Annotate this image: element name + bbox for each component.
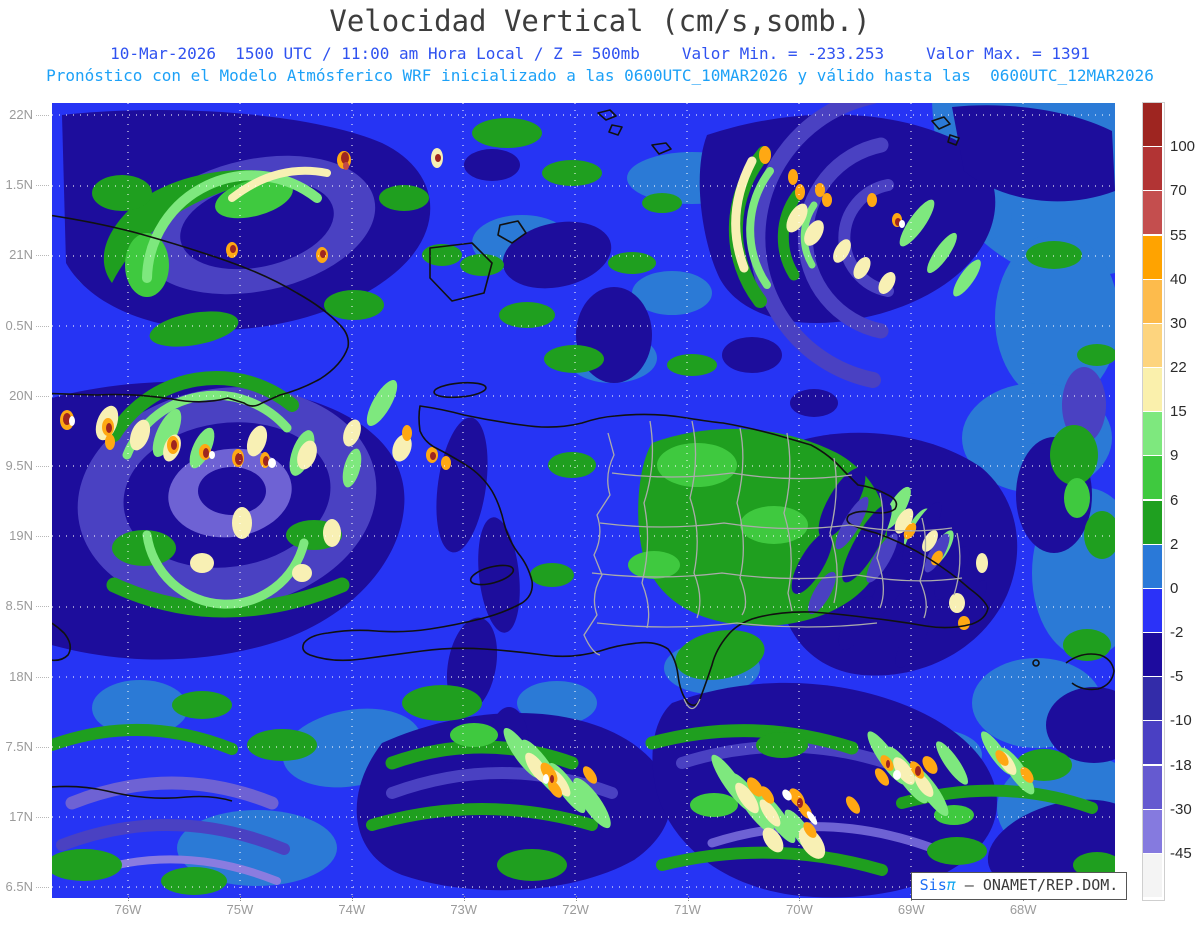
page-title: Velocidad Vertical (cm/s,somb.) — [329, 4, 871, 38]
colorbar-label: 30 — [1170, 314, 1187, 332]
colorbar-label: -10 — [1170, 712, 1192, 730]
validity-line: 10-Mar-2026 1500 UTC / 11:00 am Hora Loc… — [0, 44, 1200, 63]
colorbar-label: -5 — [1170, 668, 1184, 686]
colorbar-segment — [1143, 500, 1162, 544]
contour-map — [52, 103, 1115, 898]
watermark: Sisπ – ONAMET/REP.DOM. — [911, 872, 1127, 900]
lon-label: 69W — [897, 902, 925, 917]
pi-logo: π — [946, 876, 956, 894]
lat-tick — [36, 746, 49, 748]
lat-tick — [36, 185, 49, 187]
lat-label: 22N — [9, 107, 33, 122]
colorbar-segment — [1143, 456, 1162, 500]
lon-label: 70W — [786, 902, 813, 917]
coastlines — [52, 109, 1115, 802]
lon-label: 76W — [114, 902, 142, 917]
lat-label: 17N — [9, 809, 33, 824]
lon-label: 75W — [226, 902, 254, 917]
colorbar-segment — [1143, 147, 1162, 191]
lat-tick — [36, 325, 49, 327]
lat-tick — [36, 887, 49, 889]
province-borders — [583, 420, 963, 710]
lon-tick — [687, 896, 689, 901]
colorbar-label: 0 — [1170, 579, 1179, 597]
colorbar-segment — [1143, 588, 1162, 632]
lat-tick — [36, 817, 49, 818]
lon-tick — [351, 896, 353, 901]
contour-field-extreme-white — [69, 220, 905, 825]
colorbar-label: 55 — [1170, 226, 1187, 244]
colorbar-label: -2 — [1170, 624, 1184, 641]
lat-tick — [36, 466, 49, 467]
colorbar-segment — [1143, 633, 1162, 677]
colorbar-segment — [1143, 103, 1162, 147]
colorbar-segment — [1143, 191, 1162, 235]
colorbar-label: 9 — [1170, 447, 1179, 465]
watermark-org: – ONAMET/REP.DOM. — [955, 876, 1119, 894]
lat-tick — [36, 115, 49, 116]
lat-label: 1.5N — [5, 177, 33, 193]
colorbar-segment — [1143, 412, 1162, 456]
lat-label: 0.5N — [5, 317, 33, 333]
colorbar-label: 70 — [1170, 182, 1187, 200]
lon-label: 73W — [450, 902, 478, 917]
lon-tick — [239, 896, 241, 901]
lon-label: 72W — [562, 902, 589, 917]
model-info-line: Pronóstico con el Modelo Atmósferico WRF… — [46, 66, 1154, 85]
lon-tick — [463, 896, 465, 901]
colorbar-label: -18 — [1170, 756, 1192, 774]
lat-label: 8.5N — [5, 598, 33, 614]
lat-label: 9.5N — [5, 458, 33, 473]
value-max: Valor Max. = 1391 — [926, 44, 1090, 63]
lat-label: 20N — [9, 387, 33, 403]
colorbar-segment — [1143, 279, 1162, 323]
contour-field-orange — [60, 146, 1034, 838]
colorbar-segment — [1143, 853, 1162, 897]
colorbar-label: -45 — [1170, 844, 1192, 862]
lat-label: 18N — [9, 668, 33, 684]
valid-datetime: 10-Mar-2026 1500 UTC / 11:00 am Hora Loc… — [110, 44, 640, 63]
contour-field-red — [63, 152, 921, 808]
lon-label: 71W — [674, 902, 701, 917]
contour-field-mid-green — [125, 177, 1090, 825]
value-min: Valor Min. = -233.253 — [681, 44, 885, 63]
colorbar-label: 6 — [1170, 491, 1179, 509]
colorbar-label: 15 — [1170, 403, 1187, 421]
lat-tick — [36, 395, 49, 397]
colorbar-segment — [1143, 323, 1162, 367]
watermark-brand: Sis — [919, 876, 947, 894]
colorbar-segment — [1143, 721, 1162, 765]
lon-label: 74W — [338, 902, 366, 917]
lon-tick — [575, 896, 577, 901]
lat-label: 7.5N — [5, 738, 33, 754]
lat-tick — [36, 255, 49, 257]
lat-tick — [36, 676, 49, 678]
lat-label: 21N — [9, 247, 33, 263]
colorbar-label: 100 — [1170, 138, 1196, 156]
lon-tick — [128, 896, 129, 901]
lon-tick — [799, 896, 801, 901]
lat-label: 6.5N — [5, 879, 33, 895]
colorbar-segment — [1143, 809, 1162, 853]
lat-label: 19N — [9, 528, 33, 544]
colorbar-label: -30 — [1170, 800, 1192, 818]
colorbar-label: 2 — [1170, 535, 1179, 553]
colorbar-label: 40 — [1170, 270, 1187, 288]
colorbar-segment — [1143, 765, 1162, 809]
lon-label: 68W — [1009, 902, 1037, 917]
colorbar-segment — [1143, 368, 1162, 412]
lat-tick — [36, 536, 49, 538]
colorbar-label: 22 — [1170, 359, 1187, 376]
lat-tick — [36, 606, 49, 608]
colorbar-segment — [1143, 544, 1162, 588]
colorbar-segment — [1143, 235, 1162, 279]
contour-field-navy-detail — [791, 467, 987, 668]
colorbar-segment — [1143, 677, 1162, 721]
